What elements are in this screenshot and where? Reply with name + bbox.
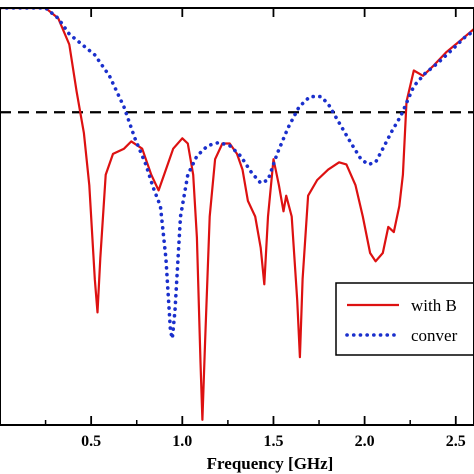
x-tick-label-5: 2.5	[446, 433, 466, 450]
plot-area	[0, 8, 474, 421]
x-axis-label: Frequency [GHz]	[207, 454, 334, 473]
legend-label-1: with B	[411, 296, 457, 315]
legend-box	[335, 282, 474, 356]
plot-clip-group	[0, 8, 474, 421]
series-line-2	[0, 8, 474, 341]
x-tick-label-2: 1.0	[172, 433, 192, 450]
series-line-1	[0, 8, 474, 421]
legend: with B conver	[335, 282, 474, 356]
axes: 0.5 1.0 1.5 2.0 2.5	[0, 7, 474, 450]
x-tick-label-4: 2.0	[355, 433, 375, 450]
x-tick-label-1: 0.5	[81, 433, 101, 450]
x-tick-label-3: 1.5	[263, 433, 283, 450]
plot-frame	[0, 7, 474, 426]
legend-label-2: conver	[411, 326, 458, 345]
